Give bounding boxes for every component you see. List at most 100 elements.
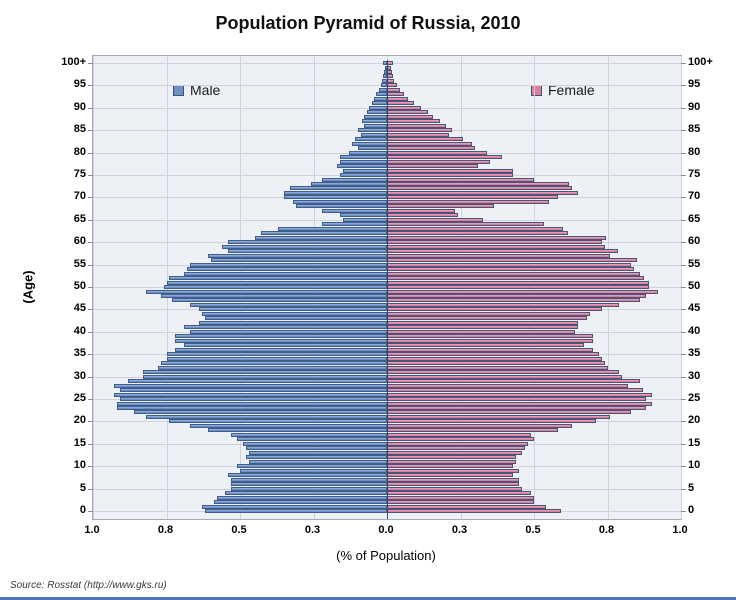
male-legend-swatch-icon	[173, 84, 184, 96]
male-bar	[204, 509, 387, 513]
female-bar	[387, 267, 634, 272]
age-tick-label-left: 30	[73, 370, 86, 382]
female-bar	[387, 92, 404, 97]
male-bar	[190, 262, 387, 267]
female-bar	[387, 486, 523, 491]
female-bar	[387, 78, 395, 83]
male-bar	[240, 468, 387, 473]
age-tick-label-right: 65	[688, 213, 701, 225]
male-bar	[248, 459, 387, 464]
right-axis-tick	[681, 466, 686, 467]
male-bar	[340, 159, 387, 164]
age-tick-label-right: 20	[688, 414, 701, 426]
female-bar	[387, 298, 640, 303]
right-axis-tick	[681, 85, 686, 86]
female-bar	[387, 392, 652, 397]
female-bar	[387, 276, 645, 280]
female-bar	[387, 155, 502, 160]
y-axis-title: (Age)	[20, 270, 36, 304]
female-bar	[387, 235, 606, 240]
left-axis-tick	[88, 332, 93, 333]
female-bar	[387, 491, 532, 496]
female-bar	[387, 343, 584, 348]
x-tick-label: 1.0	[672, 524, 688, 536]
female-bar	[387, 253, 611, 258]
female-bar	[387, 132, 449, 137]
female-bar	[387, 65, 392, 70]
left-axis-tick	[88, 489, 93, 490]
male-bar	[184, 343, 387, 348]
female-bar	[387, 397, 646, 401]
male-bar	[228, 249, 387, 254]
female-bar	[387, 271, 640, 276]
x-tick-label: 0.3	[304, 524, 321, 536]
x-tick-label: 0.5	[231, 524, 247, 536]
age-tick-label-left: 0	[79, 504, 86, 516]
male-bar	[113, 392, 387, 397]
female-bar	[387, 128, 452, 133]
left-axis-tick	[88, 466, 93, 467]
left-axis-tick	[88, 63, 93, 64]
female-bar	[387, 96, 408, 101]
right-axis-tick	[681, 421, 686, 422]
age-tick-label-right: 5	[688, 482, 695, 494]
age-tick-label-left: 60	[73, 235, 86, 247]
left-axis-tick	[88, 130, 93, 131]
chart-title: Population Pyramid of Russia, 2010	[215, 13, 521, 33]
age-tick-label-left: 20	[73, 414, 86, 426]
male-bar	[384, 65, 387, 70]
pyramid-center-axis	[386, 60, 388, 519]
left-axis-tick	[88, 421, 93, 422]
age-tick-label-right: 90	[688, 101, 701, 113]
female-bar	[387, 459, 517, 464]
female-bar	[387, 74, 393, 79]
male-bar	[119, 388, 387, 392]
age-tick-label-left: 70	[73, 190, 86, 202]
right-axis-tick	[681, 175, 686, 176]
male-bar	[357, 146, 387, 151]
female-bar	[387, 105, 421, 110]
age-tick-label-right: 70	[688, 190, 701, 202]
female-bar	[387, 83, 397, 88]
male-bar	[175, 347, 387, 352]
x-tick-label: 0.8	[157, 524, 174, 536]
female-bar	[387, 190, 579, 195]
male-bar	[245, 446, 387, 451]
female-bar	[387, 186, 573, 191]
age-tick-label-right: 25	[688, 392, 701, 404]
male-bar	[382, 61, 387, 65]
bottom-edge-strip	[0, 597, 736, 600]
male-bar	[210, 258, 387, 263]
age-tick-label-right: 45	[688, 302, 701, 314]
male-bar	[369, 105, 387, 110]
age-tick-label-right: 35	[688, 347, 701, 359]
age-tick-label-left: 65	[73, 213, 86, 225]
male-bar	[166, 356, 387, 361]
female-bar	[387, 114, 433, 119]
male-bar	[372, 101, 387, 106]
left-axis-tick	[88, 220, 93, 221]
right-axis-tick	[681, 399, 686, 400]
female-bar	[387, 70, 392, 74]
male-bar	[184, 325, 387, 330]
male-bar	[143, 374, 387, 379]
male-bar	[231, 477, 387, 482]
male-bar	[237, 464, 387, 469]
x-tick-label: 0.0	[378, 524, 394, 536]
age-tick-label-right: 40	[688, 325, 701, 337]
male-bar	[172, 298, 387, 303]
left-axis-tick	[88, 153, 93, 154]
male-bar	[225, 491, 387, 496]
right-axis-tick	[681, 153, 686, 154]
male-bar	[378, 87, 387, 92]
age-tick-label-right: 85	[688, 123, 701, 135]
right-axis-tick	[681, 309, 686, 310]
x-tick-label: 1.0	[84, 524, 100, 536]
age-tick-label-left: 55	[73, 258, 86, 270]
female-bar	[387, 374, 623, 379]
male-bar	[284, 195, 387, 200]
female-bar	[387, 414, 611, 419]
left-axis-tick	[88, 309, 93, 310]
source-note: Source: Rosstat (http://www.gks.ru)	[10, 580, 167, 591]
